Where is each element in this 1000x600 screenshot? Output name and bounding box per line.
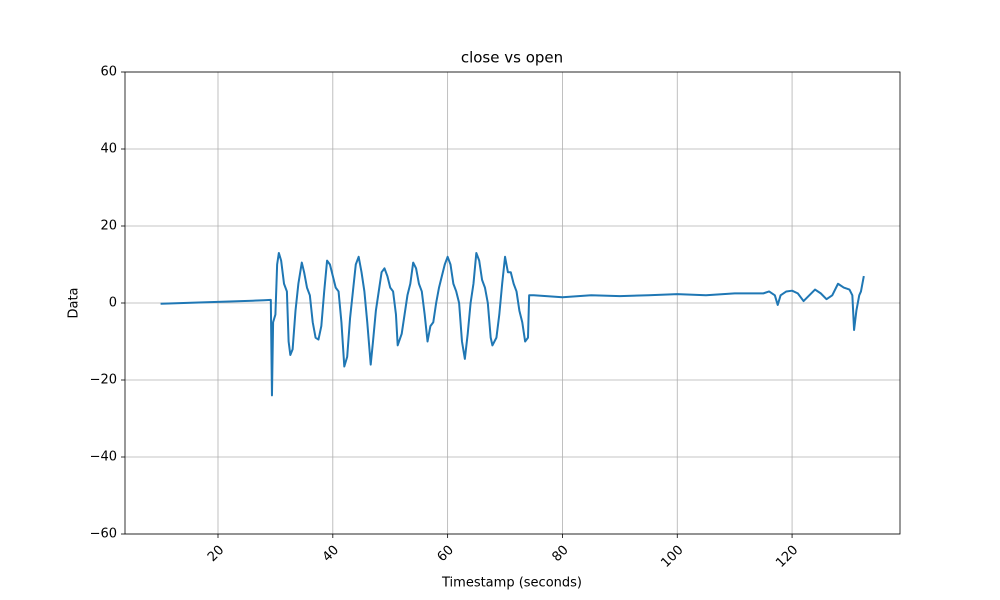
x-tick-label: 60 — [435, 543, 457, 565]
y-axis-label: Data — [67, 287, 82, 318]
x-tick-label: 20 — [205, 543, 227, 565]
plot-frame — [124, 71, 901, 535]
x-tick-label: 40 — [320, 543, 342, 565]
y-tick-label: 60 — [100, 65, 117, 80]
y-tick-label: 20 — [100, 219, 117, 234]
y-tick-label: −60 — [90, 527, 117, 542]
data-line — [160, 251, 865, 397]
y-tick-label: 0 — [109, 296, 117, 311]
x-tick-label: 120 — [773, 543, 801, 571]
chart-title: close vs open — [461, 49, 563, 67]
x-tick-label: 100 — [658, 543, 686, 571]
y-tick-label: −20 — [90, 373, 117, 388]
y-tick-label: 40 — [100, 142, 117, 157]
x-tick-label: 80 — [549, 543, 571, 565]
x-axis-label: Timestamp (seconds) — [441, 576, 582, 591]
y-tick-label: −40 — [90, 450, 117, 465]
